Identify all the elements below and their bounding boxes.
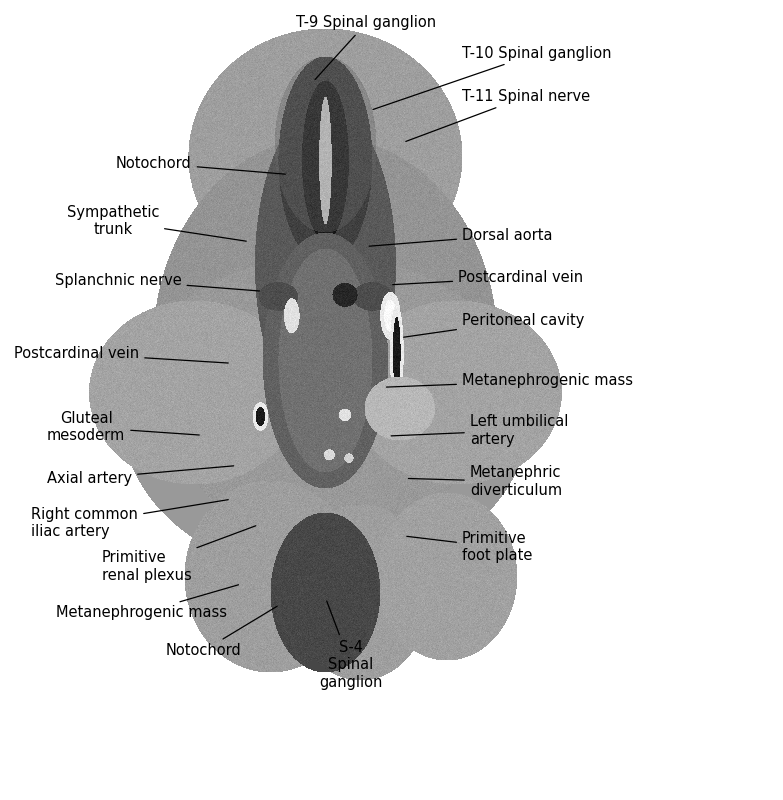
Text: Sympathetic
trunk: Sympathetic trunk: [67, 205, 246, 241]
Text: Postcardinal vein: Postcardinal vein: [393, 270, 583, 285]
Text: Notochord: Notochord: [116, 156, 285, 174]
Text: S-4
Spinal
ganglion: S-4 Spinal ganglion: [319, 601, 382, 690]
Text: Gluteal
mesoderm: Gluteal mesoderm: [47, 411, 199, 443]
Text: Left umbilical
artery: Left umbilical artery: [392, 414, 568, 446]
Text: Peritoneal cavity: Peritoneal cavity: [404, 313, 584, 338]
Text: Splanchnic nerve: Splanchnic nerve: [55, 273, 259, 291]
Text: T-10 Spinal ganglion: T-10 Spinal ganglion: [373, 46, 612, 110]
Text: Metanephrogenic mass: Metanephrogenic mass: [56, 585, 239, 620]
Text: T-11 Spinal nerve: T-11 Spinal nerve: [406, 89, 590, 142]
Text: T-9 Spinal ganglion: T-9 Spinal ganglion: [297, 15, 436, 79]
Text: Primitive
renal plexus: Primitive renal plexus: [102, 526, 256, 582]
Text: Right common
iliac artery: Right common iliac artery: [31, 500, 228, 539]
Text: Dorsal aorta: Dorsal aorta: [370, 228, 553, 246]
Text: Axial artery: Axial artery: [47, 466, 233, 486]
Text: Primitive
foot plate: Primitive foot plate: [407, 531, 532, 563]
Text: Postcardinal vein: Postcardinal vein: [14, 346, 228, 363]
Text: Metanephrogenic mass: Metanephrogenic mass: [387, 374, 633, 388]
Text: Notochord: Notochord: [166, 606, 277, 658]
Text: Metanephric
diverticulum: Metanephric diverticulum: [409, 466, 562, 498]
